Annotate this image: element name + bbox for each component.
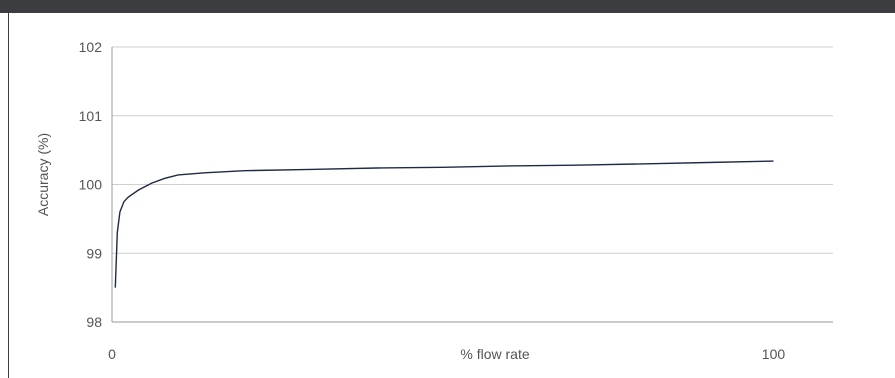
y-tick-label-102: 102 [79,39,103,55]
series-line-0 [114,160,774,288]
gridlines [112,46,833,323]
y-tick-labels: 98 99 100 101 102 [79,39,103,330]
window-top-bar [0,0,895,13]
y-axis-title: Accuracy (%) [35,133,51,216]
y-tick-label-101: 101 [79,108,103,124]
series-layer [114,160,774,288]
x-tick-labels: 0 100 [108,346,785,362]
y-tick-label-99: 99 [86,245,102,261]
frame-left-rule [8,13,9,378]
y-tick-label-98: 98 [86,314,102,330]
y-tick-label-100: 100 [79,177,103,193]
x-tick-label-0: 0 [108,346,116,362]
x-tick-label-100: 100 [762,346,786,362]
x-axis-title: % flow rate [460,346,529,362]
